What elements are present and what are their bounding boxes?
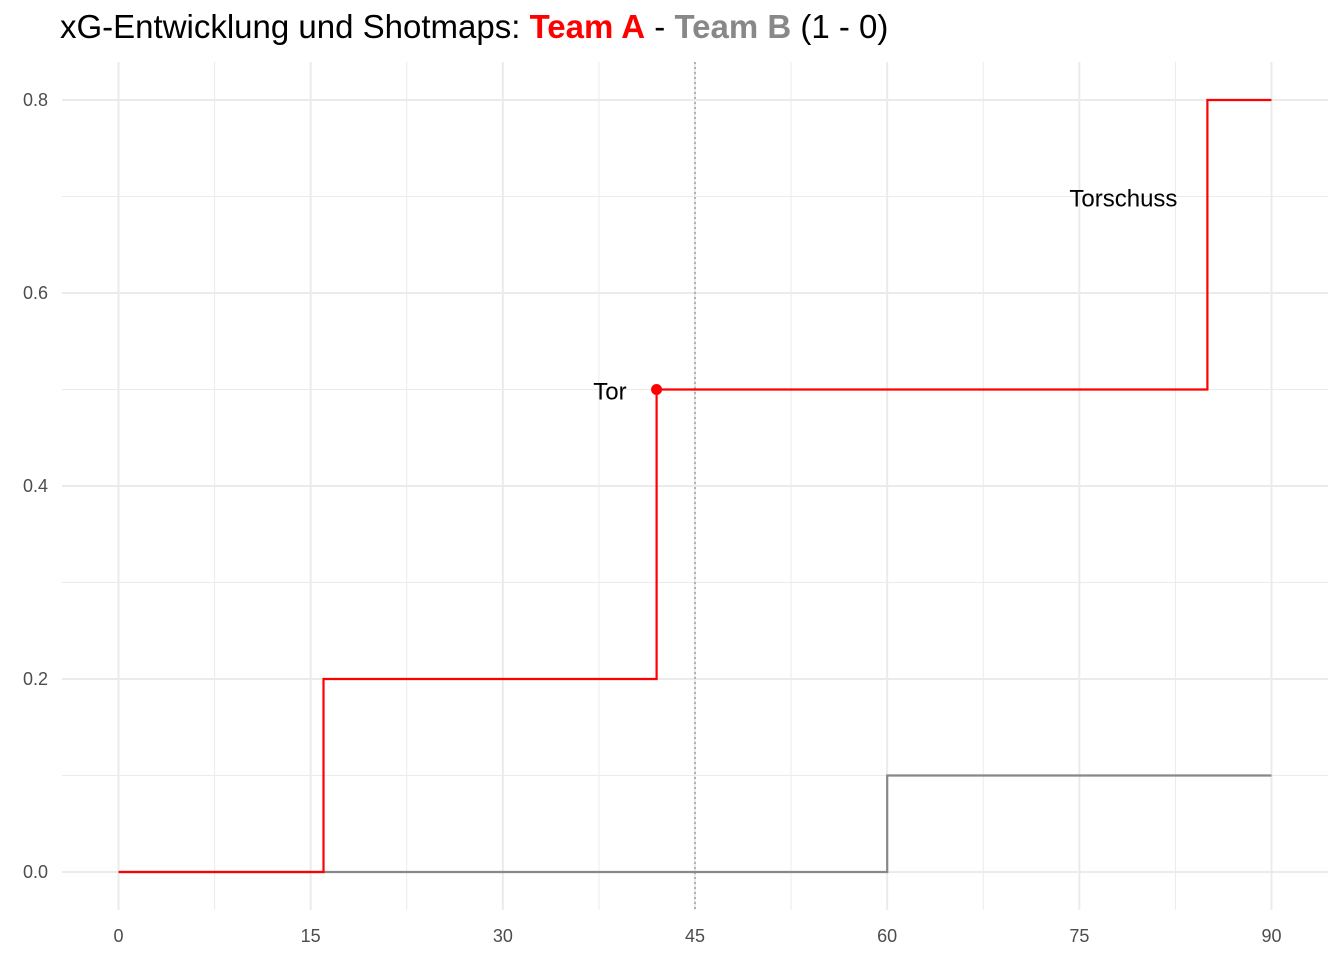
title-prefix: xG-Entwicklung und Shotmaps: — [60, 8, 530, 45]
annotation-label: Tor — [593, 379, 626, 406]
x-tick-label: 30 — [493, 926, 513, 946]
title-team-b: Team B — [674, 8, 792, 45]
y-tick-label: 0.0 — [23, 862, 48, 882]
chart-title: xG-Entwicklung und Shotmaps: Team A - Te… — [60, 8, 888, 46]
team-a-xg-line — [118, 98, 1272, 874]
goal-marker — [651, 384, 663, 395]
y-tick-label: 0.4 — [23, 476, 48, 496]
title-separator: - — [645, 8, 675, 45]
annotation-label: Torschuss — [1069, 186, 1177, 213]
x-tick-label: 0 — [113, 926, 123, 946]
x-tick-label: 15 — [301, 926, 321, 946]
team-b-xg-line — [118, 774, 1272, 874]
y-tick-label: 0.2 — [23, 669, 48, 689]
x-tick-label: 75 — [1069, 926, 1089, 946]
title-score: (1 - 0) — [791, 8, 889, 45]
x-tick-label: 45 — [685, 926, 705, 946]
y-tick-label: 0.6 — [23, 283, 48, 303]
x-tick-label: 60 — [877, 926, 897, 946]
x-tick-label: 90 — [1261, 926, 1281, 946]
title-team-a: Team A — [529, 8, 646, 45]
y-tick-label: 0.8 — [23, 90, 48, 110]
